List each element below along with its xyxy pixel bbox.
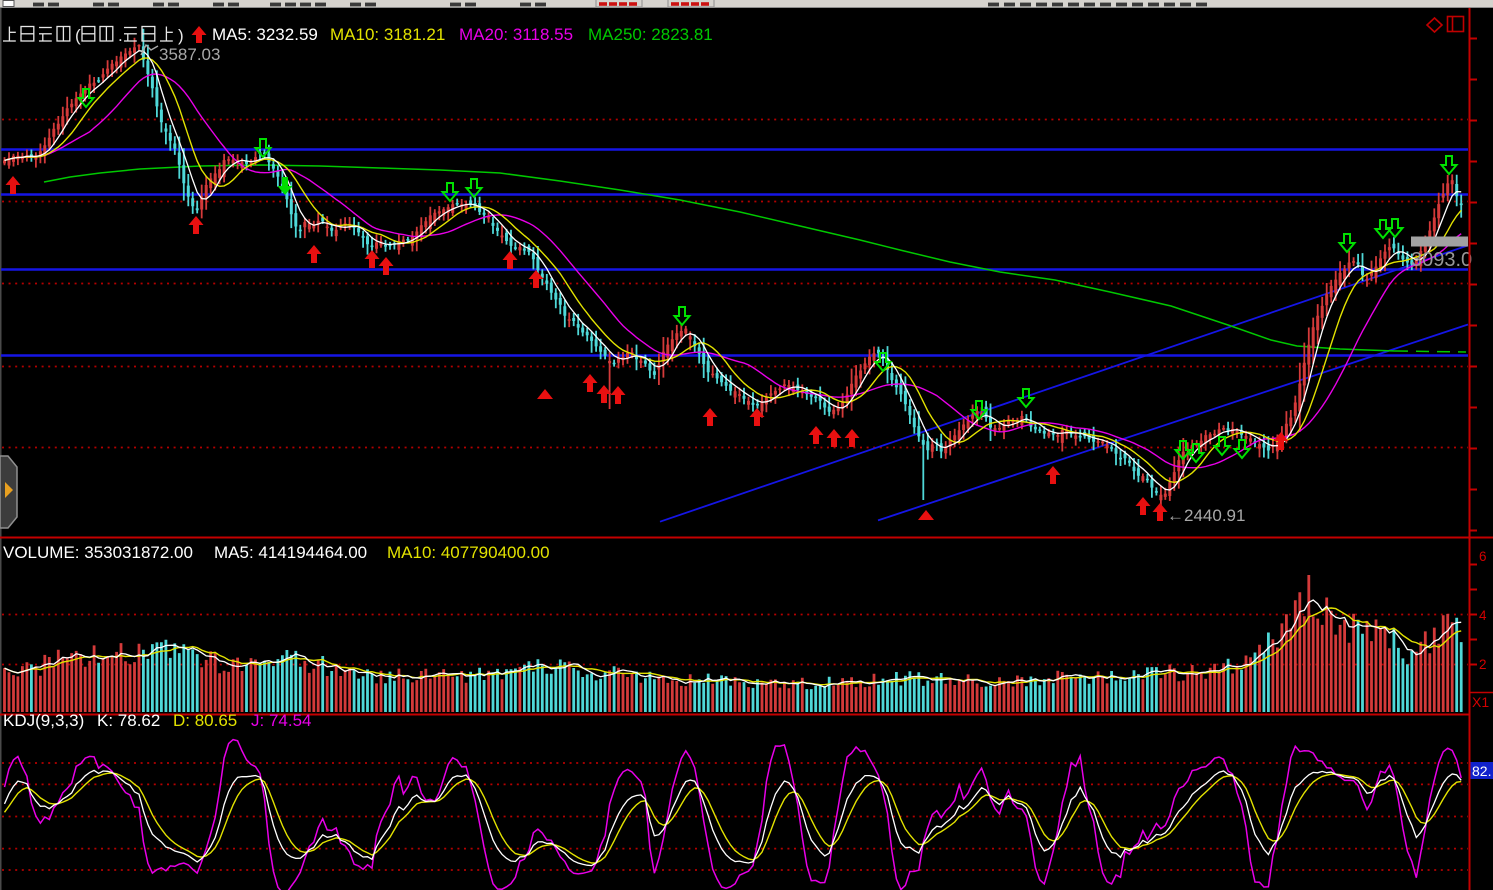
svg-text:KDJ(9,3,3): KDJ(9,3,3): [3, 711, 84, 730]
svg-text:MA5: 414194464.00: MA5: 414194464.00: [214, 543, 367, 562]
svg-text:MA10: 3181.21: MA10: 3181.21: [330, 25, 445, 44]
svg-text:MA20: 3118.55: MA20: 3118.55: [459, 25, 573, 44]
svg-text:X1: X1: [1472, 694, 1489, 710]
svg-text:(: (: [75, 26, 81, 45]
svg-text:J: 74.54: J: 74.54: [251, 711, 312, 730]
svg-text:2: 2: [1479, 657, 1487, 672]
svg-text:MA10: 407790400.00: MA10: 407790400.00: [387, 543, 550, 562]
svg-text:MA250: 2823.81: MA250: 2823.81: [588, 25, 713, 44]
svg-text:←2440.91: ←2440.91: [1167, 506, 1245, 525]
svg-text:3093.0: 3093.0: [1411, 249, 1472, 271]
svg-text:K: 78.62: K: 78.62: [97, 711, 160, 730]
svg-text:VOLUME: 353031872.00: VOLUME: 353031872.00: [3, 543, 193, 562]
svg-text:.: .: [118, 26, 123, 45]
svg-text:6: 6: [1479, 549, 1487, 564]
svg-text:4: 4: [1479, 608, 1487, 623]
svg-text:D: 80.65: D: 80.65: [173, 711, 237, 730]
svg-text:): ): [178, 26, 184, 45]
svg-text:3587.03: 3587.03: [159, 45, 220, 64]
svg-text:82.: 82.: [1472, 763, 1491, 779]
svg-text:MA5: 3232.59: MA5: 3232.59: [212, 25, 318, 44]
